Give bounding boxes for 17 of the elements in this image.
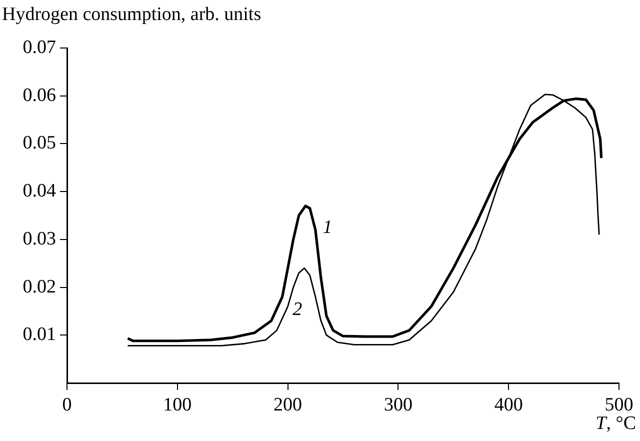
series-label: 1: [322, 216, 332, 238]
x-tick-label: 0: [62, 394, 72, 416]
y-tick-label: 0.07: [22, 36, 56, 58]
y-tick-label: 0.02: [22, 276, 56, 298]
y-tick-label: 0.01: [22, 324, 56, 346]
y-tick-label: 0.06: [22, 84, 56, 106]
x-tick-label: 500: [604, 394, 634, 416]
y-tick-label: 0.04: [22, 180, 56, 202]
y-axis-title: Hydrogen consumption, arb. units: [2, 4, 262, 26]
x-tick-label: 200: [274, 394, 302, 416]
x-tick-label: 300: [384, 394, 412, 416]
y-tick-label: 0.03: [22, 228, 56, 250]
x-tick-label: 400: [494, 394, 523, 416]
x-tick-label: 100: [163, 394, 192, 416]
series-label: 2: [292, 299, 303, 320]
y-tick-label: 0.05: [22, 132, 56, 154]
x-axis-title: T, °C: [596, 413, 636, 435]
